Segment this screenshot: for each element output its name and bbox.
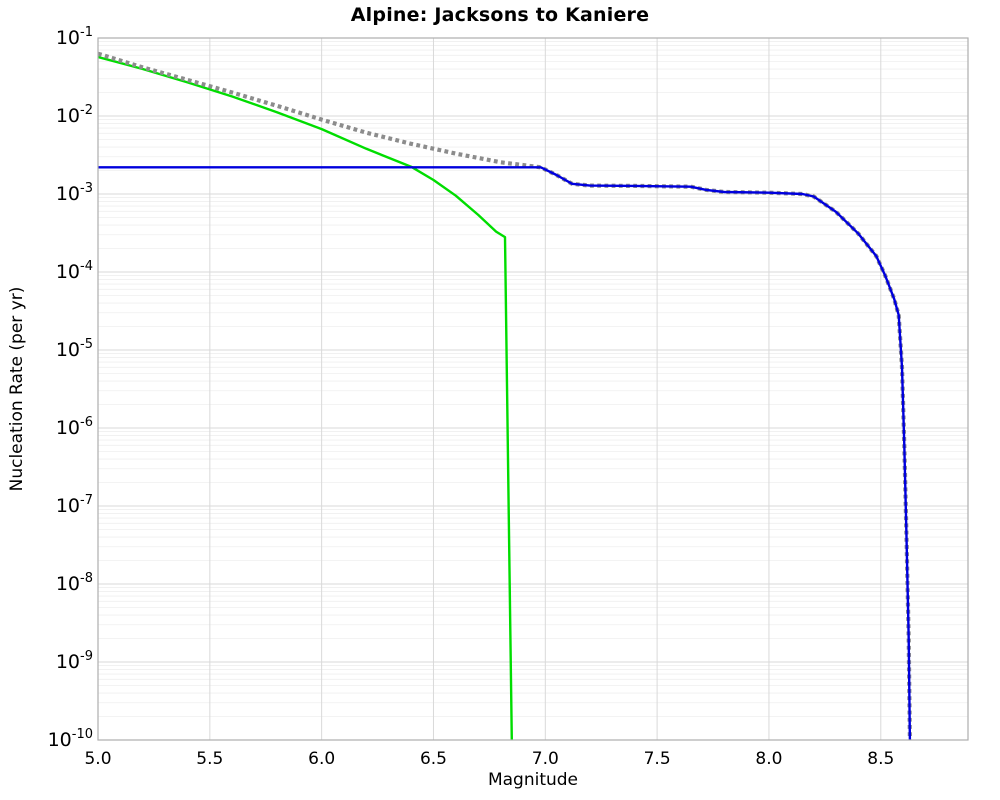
y-tick-label: 10-7 bbox=[56, 493, 93, 517]
y-tick-label: 10-2 bbox=[56, 103, 93, 127]
y-tick-label: 10-9 bbox=[56, 649, 93, 673]
y-tick-label: 10-8 bbox=[56, 571, 93, 595]
y-tick-label: 10-10 bbox=[48, 727, 93, 751]
x-tick-label: 8.5 bbox=[867, 749, 894, 769]
y-tick-label: 10-6 bbox=[56, 415, 93, 439]
x-tick-label: 6.5 bbox=[420, 749, 447, 769]
x-tick-label: 5.0 bbox=[84, 749, 111, 769]
x-tick-label: 5.5 bbox=[196, 749, 223, 769]
series-lines bbox=[98, 51, 912, 740]
chart-title: Alpine: Jacksons to Kaniere bbox=[350, 4, 650, 26]
y-tick-label: 10-1 bbox=[56, 25, 93, 49]
y-tick-label: 10-3 bbox=[56, 181, 93, 205]
x-tick-label: 6.0 bbox=[308, 749, 335, 769]
background-rate-green-line bbox=[98, 55, 513, 740]
y-axis-label: Nucleation Rate (per yr) bbox=[7, 286, 27, 492]
x-tick-label: 7.0 bbox=[532, 749, 559, 769]
x-tick-label: 7.5 bbox=[644, 749, 671, 769]
minor-gridlines bbox=[98, 41, 968, 717]
plot-frame bbox=[97, 37, 969, 741]
y-tick-label: 10-4 bbox=[56, 259, 93, 283]
y-tick-label: 10-5 bbox=[56, 337, 93, 361]
major-gridlines bbox=[97, 37, 968, 741]
x-axis-label: Magnitude bbox=[487, 770, 579, 790]
x-tick-label: 8.0 bbox=[755, 749, 782, 769]
y-tick-labels: 10-1 10-2 10-3 10-4 10-5 10-6 10-7 10-8 10-9 10-1… bbox=[48, 25, 93, 751]
characteristic-rate-blue-line bbox=[98, 166, 912, 740]
x-tick-labels: 5.0 5.5 6.0 6.5 7.0 7.5 8.0 8.5 bbox=[84, 749, 894, 769]
